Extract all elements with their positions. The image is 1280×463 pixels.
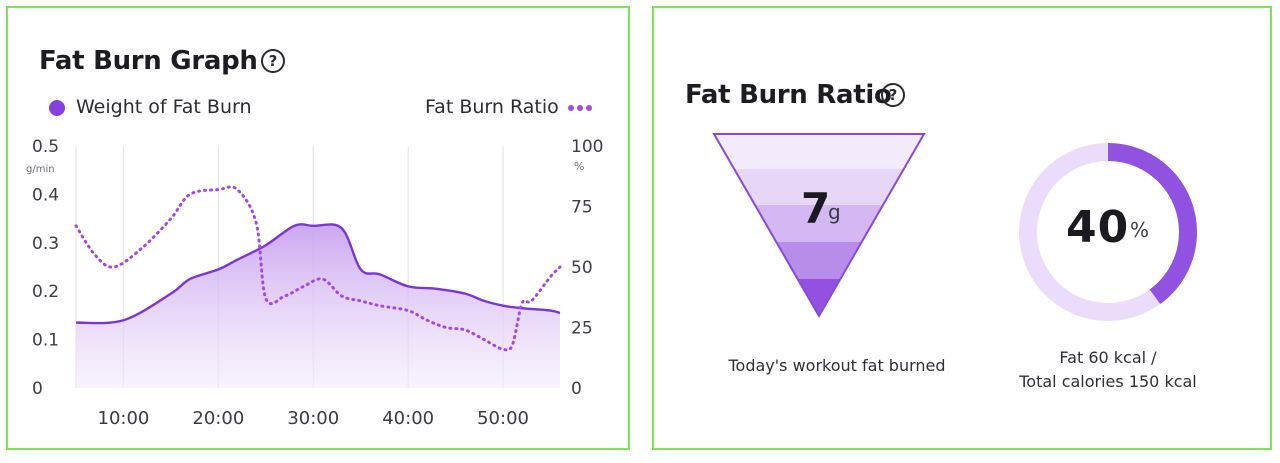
ratio-series-line <box>74 185 562 352</box>
right-tick-label: 50 <box>571 258 593 278</box>
left-tick-label: 0.4 <box>32 185 59 205</box>
fat-grams-funnel <box>712 133 926 319</box>
left-tick-label: 0.5 <box>32 137 59 157</box>
left-unit-label: g/min <box>26 164 55 175</box>
percent-value: 40 <box>1066 202 1130 253</box>
calorie-caption: Fat 60 kcal / Total calories 150 kcal <box>968 346 1248 394</box>
weight-legend-label: Weight of Fat Burn <box>76 96 252 118</box>
calorie-caption-line1: Fat 60 kcal / <box>1059 348 1157 367</box>
ratio-title: Fat Burn Ratio <box>685 80 892 110</box>
right-unit-label: % <box>574 160 584 173</box>
ratio-legend-label: Fat Burn Ratio <box>425 96 559 118</box>
calorie-caption-line2: Total calories 150 kcal <box>1019 372 1197 391</box>
weight-area-fill <box>76 224 560 388</box>
grams-value: 7 <box>801 184 831 233</box>
donut-progress-arc <box>1019 143 1197 321</box>
left-tick-label: 0.2 <box>32 282 59 302</box>
left-tick-label: 0.3 <box>32 234 59 254</box>
x-tick-label: 20:00 <box>192 408 244 429</box>
help-icon[interactable]: ? <box>881 83 905 107</box>
fat-burn-ratio-card: Fat Burn Ratio ? 7 g Today's workout fat… <box>652 6 1272 450</box>
left-tick-label: 0 <box>32 379 43 399</box>
right-tick-label: 100 <box>571 137 603 157</box>
right-tick-label: 25 <box>571 319 593 339</box>
fat-ratio-donut <box>1019 143 1197 321</box>
x-tick-label: 40:00 <box>382 408 434 429</box>
ratio-legend-marker <box>568 105 592 111</box>
x-tick-label: 10:00 <box>98 408 150 429</box>
right-tick-label: 0 <box>571 379 582 399</box>
graph-title: Fat Burn Graph <box>39 46 258 76</box>
x-tick-label: 30:00 <box>287 408 339 429</box>
help-icon[interactable]: ? <box>261 49 285 73</box>
fat-burn-graph-card: Fat Burn Graph ? Weight of Fat Burn Fat … <box>6 6 630 450</box>
percent-unit: % <box>1130 218 1150 242</box>
left-tick-label: 0.1 <box>32 331 59 351</box>
fat-burn-chart: 10:00 20:00 30:00 40:00 50:00 0.5 0.4 0.3 0.2 0.1… <box>26 137 603 429</box>
right-tick-label: 75 <box>571 198 593 218</box>
weight-series-line <box>75 223 561 325</box>
x-tick-label: 50:00 <box>477 408 529 429</box>
grams-caption: Today's workout fat burned <box>728 356 946 375</box>
grams-unit: g <box>828 200 841 224</box>
weight-legend-marker <box>49 100 65 116</box>
